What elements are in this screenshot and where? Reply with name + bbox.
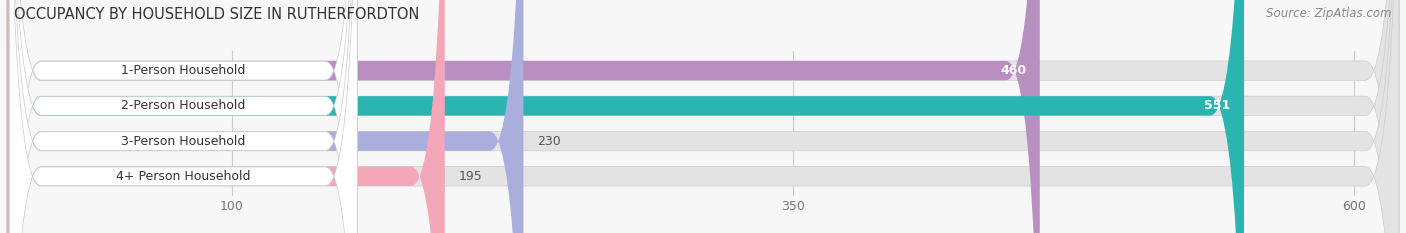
- FancyBboxPatch shape: [7, 0, 523, 233]
- Text: Source: ZipAtlas.com: Source: ZipAtlas.com: [1267, 7, 1392, 20]
- Text: 2-Person Household: 2-Person Household: [121, 99, 246, 112]
- Text: 3-Person Household: 3-Person Household: [121, 135, 246, 148]
- Text: OCCUPANCY BY HOUSEHOLD SIZE IN RUTHERFORDTON: OCCUPANCY BY HOUSEHOLD SIZE IN RUTHERFOR…: [14, 7, 419, 22]
- FancyBboxPatch shape: [7, 0, 444, 233]
- Text: 551: 551: [1205, 99, 1230, 112]
- FancyBboxPatch shape: [10, 0, 357, 233]
- FancyBboxPatch shape: [7, 0, 1399, 233]
- Text: 195: 195: [458, 170, 482, 183]
- Text: 460: 460: [1000, 64, 1026, 77]
- FancyBboxPatch shape: [7, 0, 1244, 233]
- FancyBboxPatch shape: [10, 0, 357, 233]
- Text: 1-Person Household: 1-Person Household: [121, 64, 246, 77]
- Text: 4+ Person Household: 4+ Person Household: [117, 170, 250, 183]
- FancyBboxPatch shape: [7, 0, 1399, 233]
- Text: 230: 230: [537, 135, 561, 148]
- FancyBboxPatch shape: [10, 0, 357, 233]
- FancyBboxPatch shape: [10, 0, 357, 233]
- FancyBboxPatch shape: [7, 0, 1399, 233]
- FancyBboxPatch shape: [7, 0, 1399, 233]
- FancyBboxPatch shape: [7, 0, 1040, 233]
